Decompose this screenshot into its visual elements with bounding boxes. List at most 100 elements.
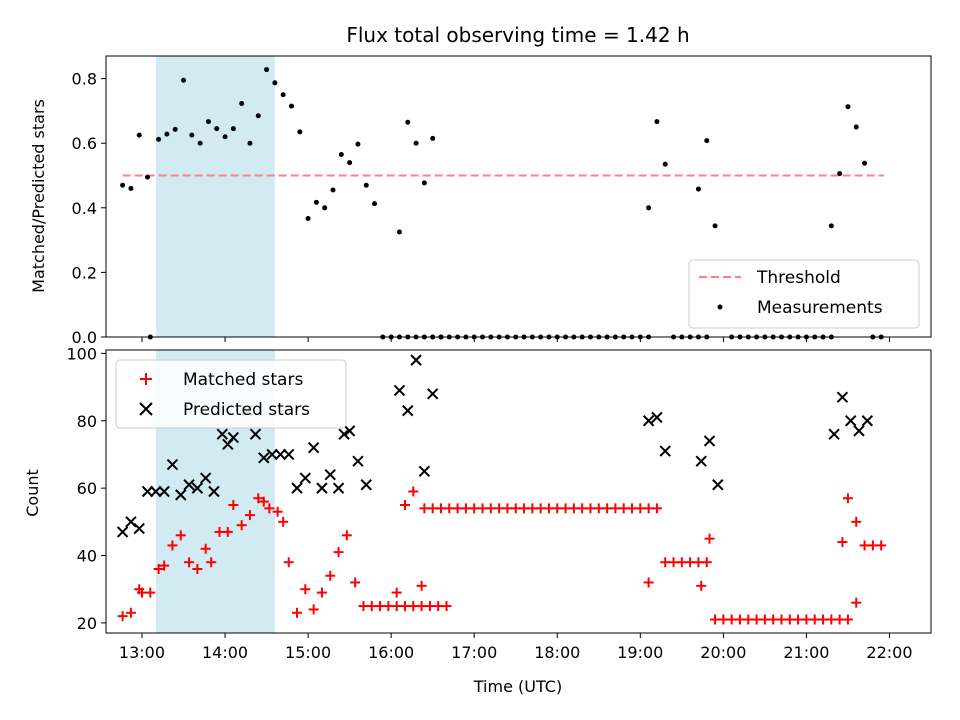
predicted-star-point	[332, 482, 345, 494]
predicted-star-point	[227, 431, 240, 444]
measurement-point	[662, 161, 668, 167]
predicted-star-point	[175, 489, 187, 501]
matched-star-point	[283, 557, 294, 568]
y-tick-label: 0.8	[72, 70, 97, 89]
x-tick-label: 19:00	[617, 643, 663, 662]
legend-matched-swatch	[140, 373, 152, 385]
predicted-star-point	[861, 415, 874, 427]
matched-star-point	[391, 587, 402, 598]
predicted-star-point	[191, 482, 204, 494]
matched-star-point	[837, 537, 848, 548]
legend-threshold-label: Threshold	[756, 268, 841, 288]
matched-star-point	[333, 547, 344, 558]
matched-star-point	[851, 597, 862, 608]
predicted-star-point	[199, 472, 212, 484]
bottom-panel: 13:00 14:00 15:00 16:00 17:00 18:00 19:00 20:00…	[23, 344, 932, 696]
y-tick-label: 0.6	[72, 134, 97, 153]
bottom-legend: Matched stars Predicted stars	[115, 359, 347, 429]
measurement-point	[288, 103, 294, 109]
measurement-point	[347, 160, 353, 166]
measurement-point	[239, 100, 245, 106]
predicted-star-point	[133, 522, 145, 535]
y-tick-label: 60	[77, 479, 97, 498]
predicted-star-point	[307, 441, 320, 454]
measurement-point	[646, 205, 652, 211]
measurement-point	[654, 119, 660, 125]
measurement-point	[862, 160, 868, 166]
bottom-y-axis-label: Count	[23, 469, 42, 517]
matched-star-point	[876, 540, 887, 551]
matched-star-point	[292, 607, 303, 618]
matched-star-point	[184, 557, 195, 568]
predicted-star-point	[651, 411, 663, 424]
measurement-point	[172, 126, 178, 132]
predicted-star-point	[712, 479, 724, 491]
bottom-axes-ticks: 13:00 14:00 15:00 16:00 17:00 18:00 19:00 20:00…	[66, 344, 912, 662]
predicted-star-point	[352, 455, 364, 467]
top-y-axis-label: Matched/Predicted stars	[29, 99, 48, 293]
matched-star-point	[842, 493, 853, 504]
measurement-point	[264, 67, 270, 73]
predicted-star-point	[695, 455, 707, 467]
measurement-point	[255, 113, 261, 119]
matched-star-point	[300, 584, 311, 595]
predicted-star-point	[703, 435, 716, 447]
matched-star-point	[228, 499, 239, 510]
matched-star-point	[244, 510, 255, 521]
measurement-point	[405, 119, 411, 125]
top-legend: Threshold Measurements	[688, 259, 920, 329]
measurement-point	[396, 229, 402, 235]
chart-title: Flux total observing time = 1.42 h	[346, 23, 689, 47]
bottom-x-axis-label: Time (UTC)	[473, 677, 562, 696]
y-tick-label: 0.0	[72, 328, 97, 347]
matched-star-point	[701, 557, 712, 568]
matched-star-point	[441, 601, 452, 612]
predicted-star-point	[283, 448, 295, 461]
matched-star-point	[145, 587, 156, 598]
measurement-point	[156, 136, 162, 142]
predicted-star-point	[316, 482, 328, 494]
predicted-star-point	[183, 479, 195, 491]
top-axes-ticks: 0.0 0.2 0.4 0.6 0.8	[72, 70, 890, 347]
y-tick-label: 20	[77, 614, 97, 633]
legend-measurements-swatch	[717, 304, 723, 310]
y-tick-label: 0.4	[72, 199, 97, 218]
predicted-star-point	[418, 465, 431, 477]
matched-star-point	[206, 557, 217, 568]
measurement-point	[695, 186, 701, 192]
predicted-star-point	[853, 425, 865, 437]
predicted-star-point	[258, 452, 270, 464]
measurement-point	[837, 171, 843, 177]
matched-star-point	[341, 530, 352, 541]
matched-star-point	[236, 520, 247, 531]
x-tick-label: 21:00	[783, 643, 829, 662]
matched-star-point	[399, 499, 410, 510]
x-tick-label: 22:00	[866, 643, 912, 662]
measurement-point	[712, 223, 718, 229]
predicted-star-point	[659, 445, 671, 457]
predicted-star-point	[393, 384, 406, 397]
measurement-point	[413, 140, 419, 146]
x-tick-label: 18:00	[534, 643, 580, 662]
x-tick-label: 15:00	[285, 643, 331, 662]
predicted-star-point	[208, 485, 220, 498]
measurement-point	[164, 131, 170, 137]
legend-predicted-label: Predicted stars	[183, 400, 310, 420]
bottom-legend-box	[115, 359, 347, 429]
measurement-point	[247, 140, 253, 146]
measurement-point	[421, 180, 427, 186]
measurement-point	[322, 205, 328, 211]
y-tick-label: 0.2	[72, 263, 97, 282]
matched-star-point	[159, 560, 170, 571]
matched-star-point	[200, 543, 211, 554]
measurement-point	[313, 199, 319, 205]
matched-star-point	[350, 577, 361, 588]
measurement-point	[305, 215, 311, 221]
measurement-point	[430, 135, 436, 141]
measurement-point	[197, 140, 203, 146]
measurement-point	[272, 80, 278, 86]
measurement-point	[214, 126, 220, 132]
measurement-point	[128, 185, 134, 191]
matched-star-point	[325, 570, 336, 581]
predicted-star-point	[158, 485, 170, 498]
